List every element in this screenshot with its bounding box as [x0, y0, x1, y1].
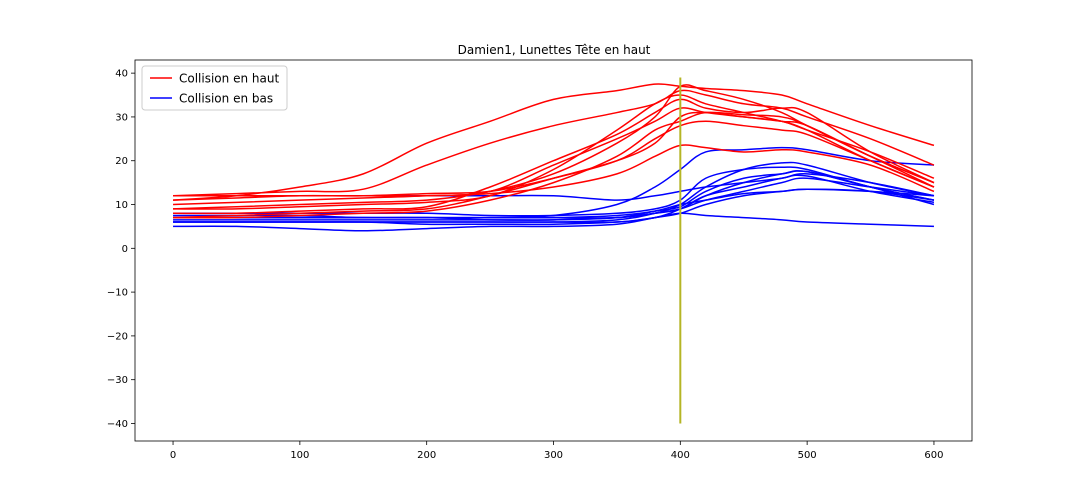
y-tick-label: 40 — [115, 69, 128, 80]
y-tick-label: −40 — [107, 419, 128, 430]
series-line-haut-6 — [173, 111, 935, 219]
series-line-haut-1 — [173, 89, 935, 197]
x-tick-label: 200 — [417, 450, 436, 461]
y-tick-label: 10 — [115, 200, 128, 211]
series-line-bas-10 — [173, 212, 934, 232]
chart-title: Damien1, Lunettes Tête en haut — [458, 43, 651, 57]
y-tick-label: −20 — [107, 331, 128, 342]
legend-box — [141, 65, 288, 111]
legend-label: Collision en haut — [179, 72, 279, 86]
y-tick-label: −30 — [107, 375, 128, 386]
y-tick-label: 20 — [115, 156, 128, 167]
legend-label: Collision en bas — [179, 92, 273, 106]
x-tick-label: 500 — [798, 450, 817, 461]
series-line-haut-5 — [173, 98, 935, 215]
y-tick-label: −10 — [107, 288, 128, 299]
series-line-bas-13 — [173, 166, 935, 217]
x-tick-label: 0 — [170, 450, 176, 461]
series-line-haut-7 — [173, 111, 935, 219]
legend: Collision en haut Collision en bas — [141, 65, 288, 111]
series-line-haut-3 — [173, 84, 935, 210]
plot-area: 0 100 200 300 400 500 600 −40 −30 −20 −10 0 10 20 30 40 — [107, 59, 973, 461]
series-line-haut-4 — [173, 94, 935, 210]
series-line-bas-17 — [173, 188, 935, 224]
x-tick-label: 300 — [544, 450, 563, 461]
series-line-haut-9 — [173, 144, 935, 197]
x-tick-label: 600 — [924, 450, 943, 461]
x-tick-label: 400 — [671, 450, 690, 461]
series-line-haut-0 — [172, 83, 935, 201]
y-tick-label: 30 — [115, 112, 128, 123]
series-line-bas-20 — [173, 170, 935, 219]
x-tick-label: 100 — [290, 450, 309, 461]
y-tick-label: 0 — [122, 244, 128, 255]
